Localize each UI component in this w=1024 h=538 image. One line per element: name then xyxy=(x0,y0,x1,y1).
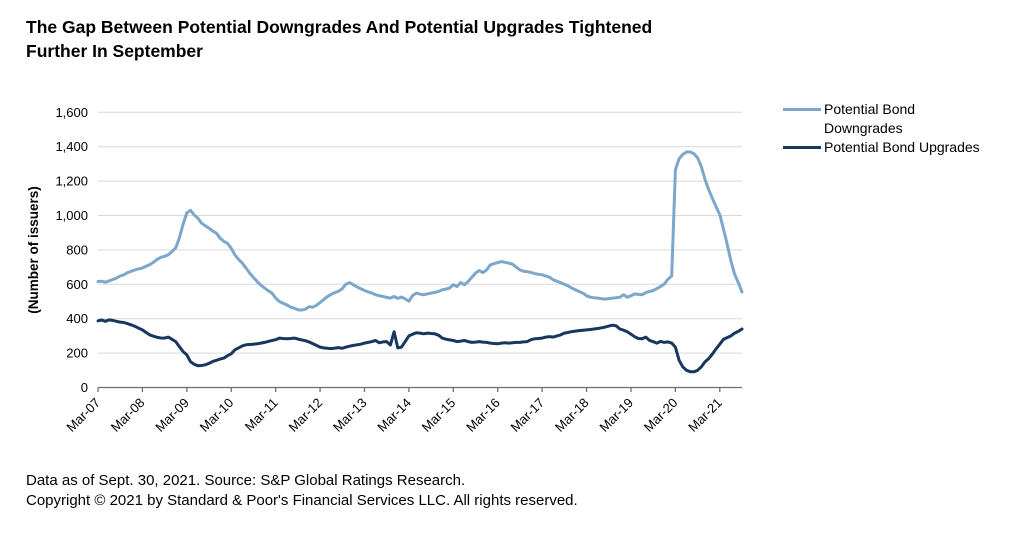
chart-title-line2: Further In September xyxy=(26,41,203,61)
downgrades-line-swatch xyxy=(783,108,821,111)
x-tick-label: Mar-19 xyxy=(596,395,636,435)
y-tick-label: 1,200 xyxy=(55,174,88,189)
chart-title: The Gap Between Potential Downgrades And… xyxy=(26,15,786,63)
chart-legend: Potential Bond Downgrades Potential Bond … xyxy=(783,100,1021,157)
x-tick-label: Mar-21 xyxy=(685,395,725,435)
y-tick-label: 800 xyxy=(66,242,88,257)
x-axis xyxy=(97,386,742,392)
legend-label-downgrades: Potential Bond Downgrades xyxy=(824,100,915,138)
upgrades-line-swatch xyxy=(783,146,821,149)
series-lines xyxy=(96,150,744,374)
x-tick-label: Mar-11 xyxy=(242,395,281,434)
legend-item-downgrades: Potential Bond Downgrades xyxy=(783,100,1021,138)
y-tick-label: 200 xyxy=(66,346,88,361)
y-tick-label: 1,400 xyxy=(55,139,88,154)
x-tick-label: Mar-20 xyxy=(641,395,681,435)
y-tick-label: 400 xyxy=(66,311,88,326)
y-tick-label: 1,600 xyxy=(55,105,88,120)
series-line-potential-bond-downgrades xyxy=(96,150,744,312)
y-tick-label: 1,000 xyxy=(55,208,88,223)
x-tick-label: Mar-10 xyxy=(197,395,237,435)
line-chart: 0 200 400 600 800 1,000 1,200 1,400 1,600 Mar-07… xyxy=(26,105,744,435)
series-line-potential-bond-upgrades xyxy=(96,318,744,374)
y-tick-label: 0 xyxy=(81,380,88,395)
legend-label-line2: Downgrades xyxy=(824,120,903,136)
x-tick-label: Mar-16 xyxy=(463,395,503,435)
legend-label-upgrades: Potential Bond Upgrades xyxy=(824,139,980,155)
x-tick-label: Mar-14 xyxy=(374,395,414,435)
x-tick-label: Mar-12 xyxy=(285,395,325,435)
legend-label-line1: Potential Bond xyxy=(824,101,916,117)
x-tick-label: Mar-09 xyxy=(152,395,192,435)
gridlines xyxy=(98,111,742,354)
legend-item-upgrades: Potential Bond Upgrades xyxy=(783,138,1021,157)
y-axis-tick-labels: 0 200 400 600 800 1,000 1,200 1,400 1,600 xyxy=(55,105,88,395)
x-tick-label: Mar-18 xyxy=(552,395,592,435)
x-tick-label: Mar-15 xyxy=(419,395,459,435)
x-tick-label: Mar-17 xyxy=(508,395,548,435)
y-tick-label: 600 xyxy=(66,277,88,292)
source-note: Data as of Sept. 30, 2021. Source: S&P G… xyxy=(26,472,466,489)
x-tick-label: Mar-08 xyxy=(108,395,148,435)
x-tick-label: Mar-07 xyxy=(63,395,103,435)
x-tick-label: Mar-13 xyxy=(330,395,370,435)
y-axis-title: (Number of issuers) xyxy=(26,186,41,314)
copyright-note: Copyright © 2021 by Standard & Poor's Fi… xyxy=(26,492,578,509)
chart-title-line1: The Gap Between Potential Downgrades And… xyxy=(26,17,653,37)
x-axis-tick-labels: Mar-07 Mar-08 Mar-09 Mar-10 Mar-11 Mar-12 Mar-… xyxy=(63,395,725,435)
